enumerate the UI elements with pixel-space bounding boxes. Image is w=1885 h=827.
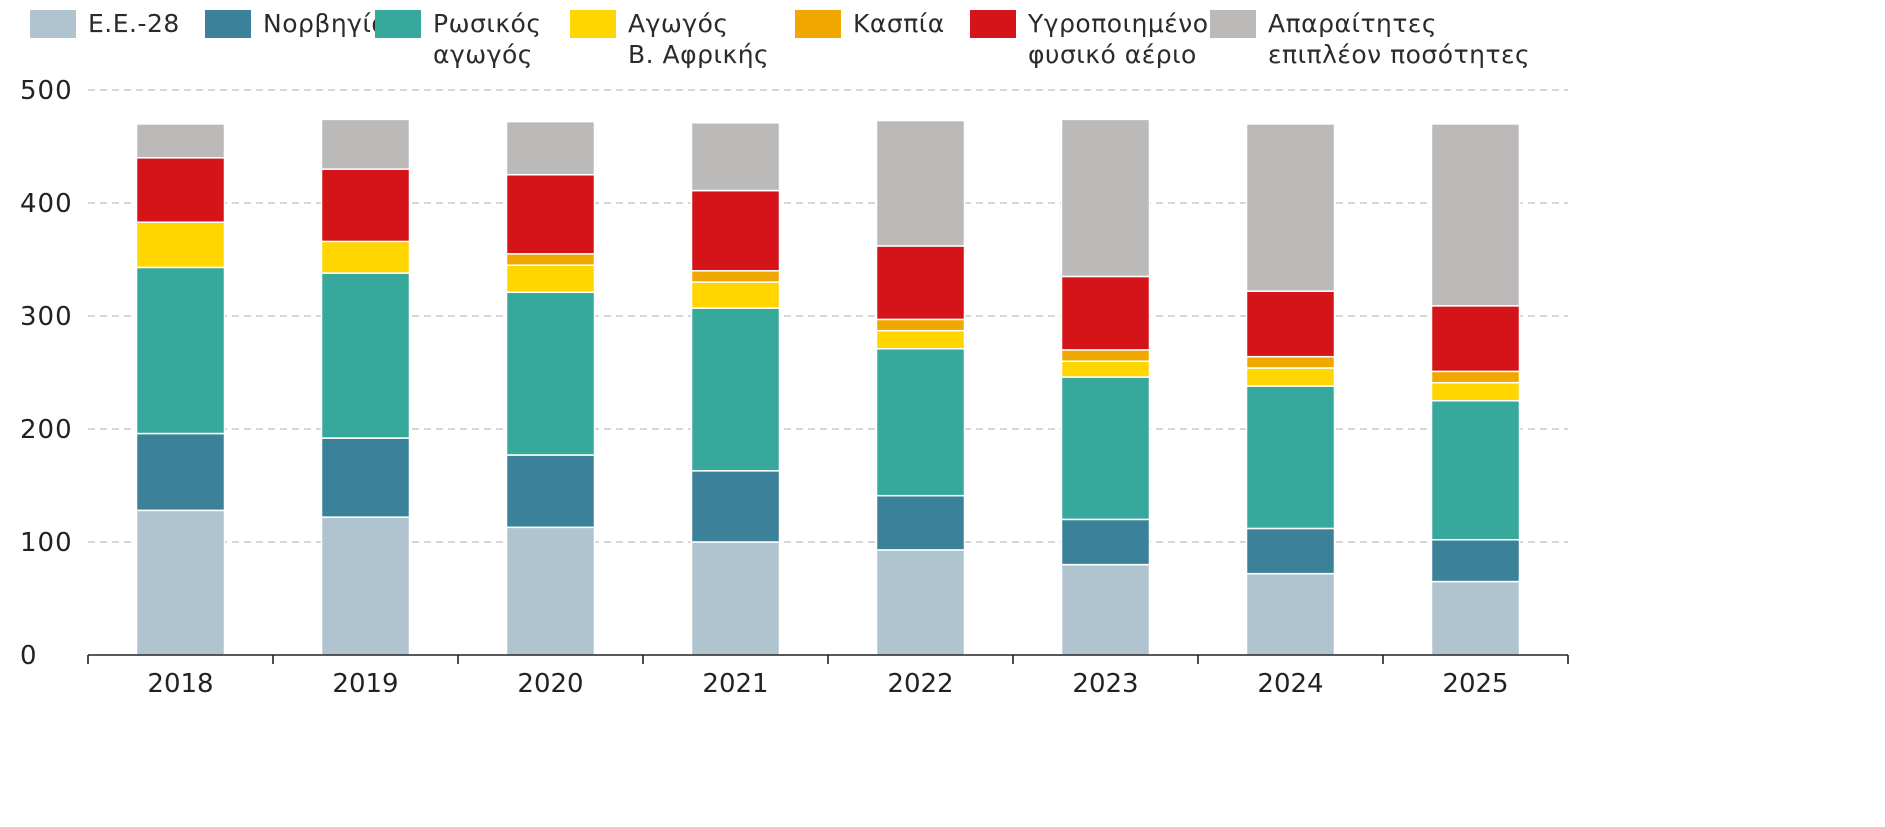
legend-swatch (795, 10, 841, 38)
bar-segment (1245, 367, 1336, 387)
bar-segment (505, 291, 596, 456)
bar-segment (1060, 360, 1151, 378)
bar-segment (135, 432, 226, 512)
bar-segment (1245, 355, 1336, 369)
legend-item: Κασπία (795, 8, 945, 39)
bar-segment (135, 157, 226, 223)
bar-segment (135, 509, 226, 656)
bar-segment (320, 437, 411, 518)
bar-segment (135, 266, 226, 435)
bar-segment (1245, 290, 1336, 358)
x-tick-label: 2024 (1257, 669, 1323, 699)
bar-segment (690, 189, 781, 272)
bar-segment (875, 494, 966, 551)
y-tick-label: 300 (20, 302, 73, 332)
legend-swatch (1210, 10, 1256, 38)
bar-segment (505, 174, 596, 255)
bar-segment (1430, 400, 1521, 541)
bar-segment (1060, 118, 1151, 278)
bar-segment (690, 281, 781, 309)
bar-segment (505, 253, 596, 266)
bar-segment (875, 549, 966, 656)
y-tick-label: 100 (20, 528, 73, 558)
x-tick-label: 2025 (1442, 669, 1508, 699)
bar-segment (690, 541, 781, 656)
bar-segment (1430, 305, 1521, 373)
x-tick-label: 2018 (147, 669, 213, 699)
legend-item: Αγωγός Β. Αφρικής (570, 8, 769, 70)
bar-segment (1430, 580, 1521, 656)
bar-segment (135, 221, 226, 269)
bar-segment (875, 348, 966, 497)
legend-label: Απαραίτητες επιπλέον ποσότητες (1268, 9, 1531, 69)
legend-swatch (205, 10, 251, 38)
bar-segment (875, 119, 966, 247)
bar-segment (690, 122, 781, 192)
legend-label: Ε.Ε.-28 (88, 9, 180, 38)
bar-segment (690, 470, 781, 543)
x-tick-label: 2021 (702, 669, 768, 699)
x-tick-label: 2019 (332, 669, 398, 699)
bar-segment (320, 516, 411, 656)
bar-segment (1430, 123, 1521, 307)
x-tick-label: 2023 (1072, 669, 1138, 699)
legend-item: Ρωσικός αγωγός (375, 8, 542, 70)
bar-segment (135, 123, 226, 159)
bar-segment (1245, 527, 1336, 575)
bar-segment (505, 120, 596, 176)
bar-segment (875, 245, 966, 321)
legend-label: Υγροποιημένο φυσικό αέριο (1028, 9, 1209, 69)
bar-segment (505, 454, 596, 529)
legend-label: Κασπία (853, 9, 945, 38)
bar-segment (1430, 370, 1521, 384)
y-tick-label: 400 (20, 189, 73, 219)
legend-swatch (375, 10, 421, 38)
bar-segment (1430, 538, 1521, 583)
bar-segment (505, 526, 596, 656)
bar-segment (320, 240, 411, 274)
bar-segment (690, 307, 781, 472)
x-tick-label: 2022 (887, 669, 953, 699)
legend-label: Αγωγός Β. Αφρικής (628, 9, 770, 69)
bar-segment (1245, 123, 1336, 292)
bar-segment (320, 168, 411, 243)
bar-segment (1060, 563, 1151, 656)
y-tick-label: 500 (20, 76, 73, 106)
bar-segment (1245, 385, 1336, 530)
bar-segment (690, 270, 781, 283)
legend-item: Απαραίτητες επιπλέον ποσότητες (1210, 8, 1530, 70)
y-tick-label: 200 (20, 415, 73, 445)
bar-segment (1430, 381, 1521, 402)
bar-segment (1060, 518, 1151, 566)
bar-segment (1060, 275, 1151, 351)
legend-swatch (30, 10, 76, 38)
chart-legend: Ε.Ε.-28 Νορβηγία Ρωσικός αγωγός Αγωγός Β. Α… (30, 8, 1870, 88)
legend-swatch (970, 10, 1016, 38)
bar-segment (1245, 572, 1336, 656)
y-tick-label: 0 (20, 641, 38, 671)
legend-item: Ε.Ε.-28 (30, 8, 180, 39)
bar-segment (875, 318, 966, 332)
bar-segment (875, 329, 966, 350)
legend-item: Νορβηγία (205, 8, 388, 39)
legend-label: Ρωσικός αγωγός (433, 9, 542, 69)
bar-segment (505, 264, 596, 294)
bar-segment (320, 118, 411, 170)
bar-segment (1060, 376, 1151, 521)
bar-segment (1060, 349, 1151, 362)
x-tick-label: 2020 (517, 669, 583, 699)
bar-segment (320, 272, 411, 439)
legend-swatch (570, 10, 616, 38)
legend-label: Νορβηγία (263, 9, 389, 38)
legend-item: Υγροποιημένο φυσικό αέριο (970, 8, 1209, 70)
